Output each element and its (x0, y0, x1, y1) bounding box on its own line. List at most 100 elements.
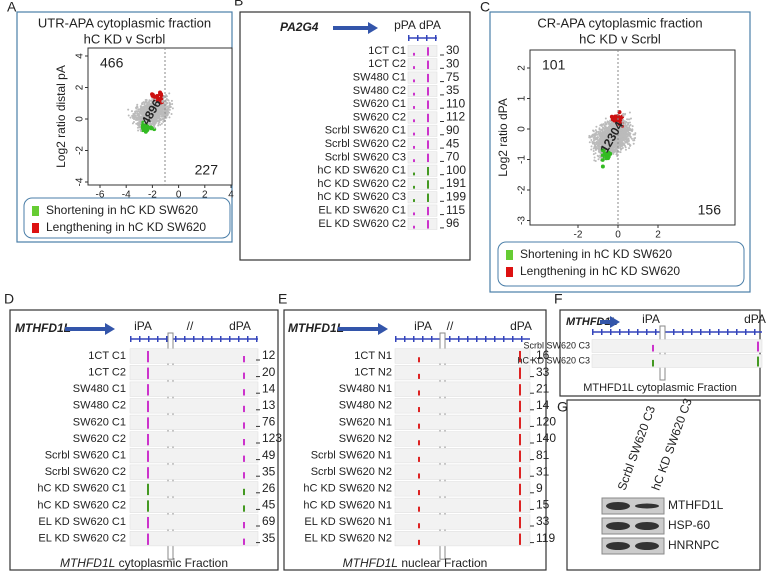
read-peak (519, 368, 521, 379)
scatter-dot (629, 132, 631, 134)
scatter-dot (604, 121, 606, 123)
read-peak (413, 212, 415, 215)
row-value: 115 (446, 203, 465, 217)
exon (601, 329, 603, 335)
scatter-dot (141, 109, 143, 111)
scatter-dot (624, 132, 626, 134)
sample-label: 1CT C1 (88, 350, 126, 362)
y-tick-label: 0 (517, 126, 528, 132)
blot-band (635, 542, 659, 550)
read-peak (427, 194, 429, 202)
scatter-dot (156, 118, 158, 120)
scatter-dot (135, 112, 137, 114)
read-peak (243, 472, 245, 478)
read-peak (413, 133, 415, 136)
row-value: 35 (446, 83, 460, 97)
scatter-dot (625, 131, 627, 133)
read-peak (519, 451, 521, 462)
exon (422, 336, 424, 342)
read-peak (418, 424, 420, 429)
caption: MTHFD1L nuclear Fraction (343, 556, 488, 570)
track-row (130, 465, 258, 480)
sample-label: SW480 N2 (339, 400, 392, 412)
read-peak (519, 417, 521, 428)
count-label: 227 (195, 162, 219, 178)
x-tick-label: 2 (655, 230, 661, 241)
legend-swatch (506, 250, 513, 260)
read-peak (519, 434, 521, 445)
scatter-dot (593, 139, 595, 141)
read-peak (519, 401, 521, 412)
caption: MTHFD1L cytoplasmic Fraction (60, 556, 228, 570)
scatter-dot (625, 146, 627, 148)
exon (157, 336, 159, 342)
read-peak (147, 434, 149, 445)
scatter-dot (609, 120, 611, 122)
exon (691, 329, 693, 335)
sample-label: Scrbl SW620 C2 (45, 466, 126, 478)
caption: MTHFD1L cytoplasmic Fraction (583, 382, 737, 394)
read-peak (413, 66, 415, 69)
exon (619, 329, 621, 335)
exon (408, 35, 410, 41)
track-row (408, 152, 437, 163)
sample-label: 1CT C1 (368, 45, 406, 57)
scatter-dot (629, 144, 631, 146)
track-row (408, 125, 437, 136)
row-value: 20 (262, 365, 276, 379)
sample-label: 1CT N1 (354, 350, 392, 362)
sample-label: EL KD SW620 C1 (318, 205, 406, 217)
track-row (395, 399, 530, 414)
scatter-dot (591, 145, 593, 147)
scatter-dot (624, 122, 626, 124)
scatter-dot (166, 102, 168, 104)
site-label: // (447, 319, 454, 333)
y-tick-label: -2 (75, 146, 86, 155)
scatter-dot (629, 112, 631, 114)
blot-band (606, 502, 630, 510)
sample-label: Scrbl SW620 C2 (325, 138, 406, 150)
read-peak (757, 342, 759, 352)
blot-band (606, 542, 630, 550)
scatter-dot (130, 117, 132, 119)
band-label: HSP-60 (668, 518, 710, 532)
track-row (408, 72, 437, 83)
legend-label: Shortening in hC KD SW620 (520, 247, 672, 261)
scatter-dot (159, 124, 161, 126)
sample-label: SW620 C1 (73, 416, 126, 428)
read-peak (427, 220, 429, 228)
scatter-dot (163, 120, 165, 122)
read-peak (413, 93, 415, 96)
scatter-dot (632, 125, 634, 127)
scatter-dot (134, 114, 136, 116)
scatter-dot (144, 102, 146, 104)
scatter-dot (593, 133, 595, 135)
legend-swatch (32, 223, 39, 233)
sample-label: hC KD SW620 C1 (37, 483, 126, 495)
read-peak (519, 517, 521, 528)
exon (449, 336, 451, 342)
scatter-dot (619, 116, 623, 120)
exon (413, 336, 415, 342)
exon (467, 336, 469, 342)
exon (673, 329, 675, 335)
row-value: 123 (262, 431, 282, 445)
sample-label: SW480 C1 (73, 383, 126, 395)
scatter-dot (621, 143, 623, 145)
read-peak (147, 484, 149, 495)
scatter-dot (599, 128, 601, 130)
caption-text: nuclear Fraction (401, 556, 487, 570)
scatter-dot (624, 120, 626, 122)
scatter-dot (159, 121, 161, 123)
read-peak (413, 79, 415, 82)
track-row (592, 340, 762, 353)
read-peak (418, 374, 420, 379)
row-value: 70 (446, 150, 460, 164)
exon (682, 329, 684, 335)
read-peak (413, 106, 415, 109)
row-value: 21 (536, 381, 550, 395)
sample-label: SW620 C2 (73, 433, 126, 445)
scatter-dot (133, 121, 135, 123)
x-tick-label: 0 (615, 230, 621, 241)
